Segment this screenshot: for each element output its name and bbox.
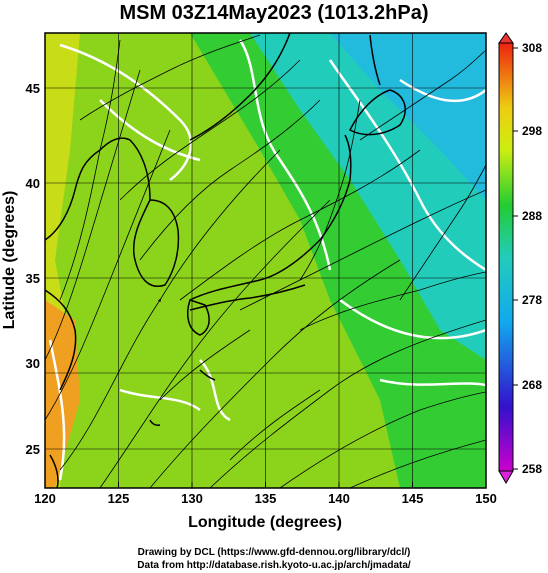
- y-tick-label: 40: [26, 176, 40, 191]
- footer-credit-data: Data from http://database.rish.kyoto-u.a…: [137, 560, 411, 571]
- colorbar-tick-label: 258: [522, 462, 542, 476]
- x-axis-label: Longitude (degrees): [188, 514, 342, 531]
- x-tick-label: 130: [181, 491, 203, 506]
- hot-region: [45, 300, 80, 488]
- x-tick-marks: [44, 482, 487, 488]
- cold-region: [330, 33, 486, 200]
- x-tick-label: 135: [255, 491, 277, 506]
- y-tick-label: 30: [26, 356, 40, 371]
- footer-credit-dcl: Drawing by DCL (https://www.gfd-dennou.o…: [137, 547, 411, 558]
- x-tick-label: 145: [402, 491, 424, 506]
- coastlines: [45, 33, 406, 488]
- colorbar-tick-label: 308: [522, 41, 542, 55]
- colorbar-tick-label: 268: [522, 378, 542, 392]
- isotherm-contours: [48, 39, 486, 481]
- colorbar-top-arrow: [498, 32, 514, 44]
- colorbar: 308 298 288 278 268 258: [498, 32, 542, 484]
- chart-title: MSM 03Z14May2023 (1013.2hPa): [119, 2, 429, 24]
- colorbar-tick-label: 278: [522, 293, 542, 307]
- y-tick-label: 25: [26, 442, 40, 457]
- grid-lines: [45, 33, 486, 488]
- colorbar-tick-label: 288: [522, 209, 542, 223]
- y-axis-label: Latitude (degrees): [1, 191, 18, 330]
- x-tick-label: 120: [34, 491, 56, 506]
- y-tick-label: 35: [26, 271, 40, 286]
- colorbar-scale: [498, 42, 514, 472]
- x-tick-label: 140: [328, 491, 350, 506]
- colorbar-bottom-arrow: [498, 470, 514, 484]
- map-plot: [45, 33, 486, 488]
- colorbar-tick-label: 298: [522, 124, 542, 138]
- x-tick-label: 150: [475, 491, 497, 506]
- x-tick-label: 125: [108, 491, 130, 506]
- y-tick-label: 45: [26, 81, 40, 96]
